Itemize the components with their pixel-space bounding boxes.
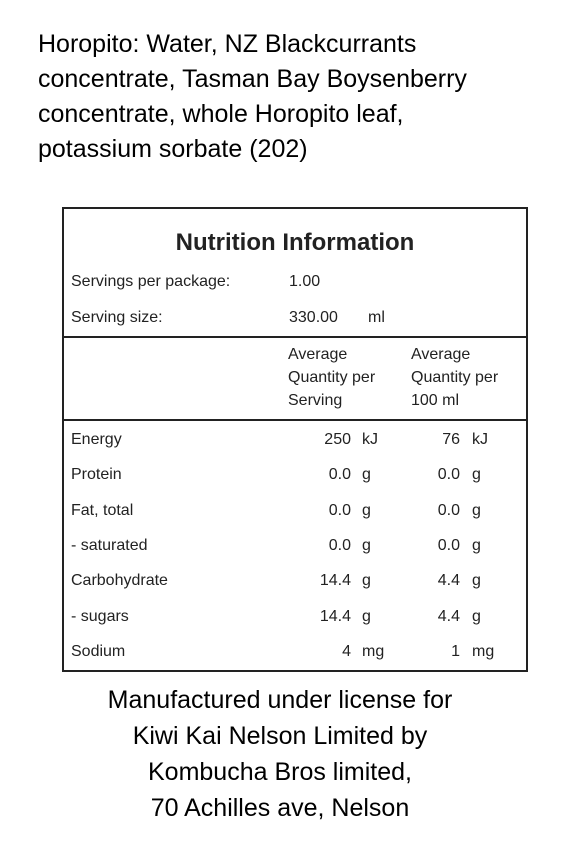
- footer-line: Kiwi Kai Nelson Limited by: [132, 722, 428, 750]
- per-100ml-value: 1: [451, 642, 460, 660]
- per-serving-unit: g: [362, 466, 371, 484]
- divider: [64, 336, 526, 338]
- ingredients-line: concentrate, whole Horopito leaf,: [38, 100, 404, 128]
- ingredients-line: potassium sorbate (202): [38, 135, 308, 163]
- footer-line: 70 Achilles ave, Nelson: [150, 794, 410, 822]
- nutrient-name: Energy: [71, 431, 122, 448]
- per-100ml-value: 0.0: [437, 536, 460, 554]
- nutrient-name: - saturated: [71, 536, 148, 554]
- serving-value: 1.00: [289, 273, 321, 290]
- per-serving-unit: g: [362, 607, 371, 625]
- per-serving-value: 250: [324, 431, 351, 448]
- per-serving-unit: g: [362, 536, 371, 554]
- per-100ml-unit: g: [472, 536, 481, 554]
- serving-label: Servings per package:: [71, 273, 231, 290]
- per-100ml-unit: mg: [472, 642, 495, 660]
- per-100ml-unit: kJ: [472, 431, 488, 448]
- per-serving-value: 0.0: [328, 501, 351, 519]
- per-100ml-unit: g: [472, 501, 481, 519]
- per-100ml-value: 4.4: [437, 607, 460, 625]
- ingredients-line: Horopito: Water, NZ Blackcurrants: [38, 30, 417, 58]
- nutrient-name: Sodium: [71, 642, 126, 660]
- column-header: Average: [411, 346, 471, 363]
- per-serving-unit: g: [362, 501, 371, 519]
- divider: [64, 419, 526, 421]
- per-serving-unit: g: [362, 572, 371, 590]
- ingredients-line: concentrate, Tasman Bay Boysenberry: [38, 65, 467, 93]
- column-header: Serving: [288, 392, 343, 409]
- per-100ml-value: 4.4: [437, 572, 460, 590]
- serving-unit: ml: [368, 309, 385, 326]
- column-header: Quantity per: [411, 369, 499, 386]
- per-100ml-value: 76: [442, 431, 460, 448]
- footer-line: Manufactured under license for: [107, 686, 453, 714]
- nutrient-name: Fat, total: [71, 501, 134, 519]
- per-100ml-unit: g: [472, 466, 481, 484]
- per-serving-unit: mg: [362, 642, 385, 660]
- panel-title: Nutrition Information: [175, 229, 415, 256]
- nutrient-name: Carbohydrate: [71, 572, 168, 590]
- per-100ml-value: 0.0: [437, 466, 460, 484]
- per-serving-value: 14.4: [319, 607, 351, 625]
- per-serving-value: 14.4: [319, 572, 351, 590]
- column-header: Average: [288, 346, 348, 363]
- per-serving-value: 0.0: [328, 466, 351, 484]
- per-100ml-unit: g: [472, 572, 481, 590]
- serving-value: 330.00: [289, 309, 338, 326]
- per-serving-value: 0.0: [328, 536, 351, 554]
- serving-label: Serving size:: [71, 309, 163, 326]
- column-header: 100 ml: [411, 392, 460, 409]
- per-serving-value: 4: [342, 642, 351, 660]
- per-100ml-value: 0.0: [437, 501, 460, 519]
- per-100ml-unit: g: [472, 607, 481, 625]
- nutrient-name: Protein: [71, 466, 122, 484]
- nutrient-name: - sugars: [71, 607, 129, 625]
- nutrition-panel: Nutrition Information Servings per packa…: [62, 207, 528, 672]
- per-serving-unit: kJ: [362, 431, 378, 448]
- column-header: Quantity per: [288, 369, 376, 386]
- footer-line: Kombucha Bros limited,: [147, 758, 412, 786]
